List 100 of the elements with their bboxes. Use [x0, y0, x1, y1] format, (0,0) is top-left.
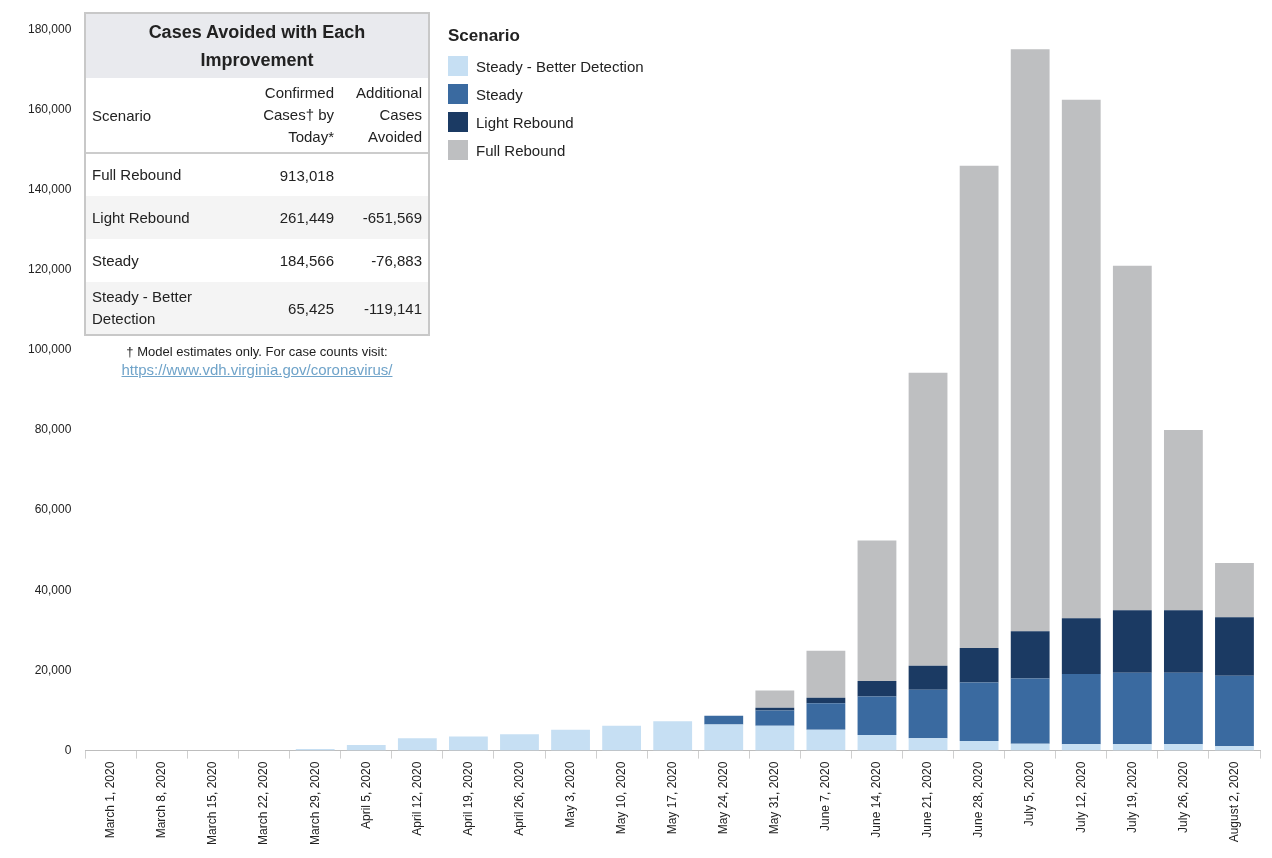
y-tick-label: 20,000: [34, 662, 72, 677]
x-tick-label: May 31, 2020: [767, 761, 782, 835]
bar: [857, 734, 897, 751]
bar: [1215, 617, 1254, 676]
annotation: Confirmed Cases† by Today*: [262, 83, 335, 147]
bar: [1215, 563, 1254, 618]
y-tick-label: 120,000: [27, 261, 72, 276]
annotation: † Model estimates only. For case counts visit:: [125, 344, 389, 359]
x-tick-label: July 26, 2020: [1175, 761, 1190, 834]
bar: [1010, 631, 1050, 679]
bar: [1112, 610, 1152, 673]
x-tick-label: May 10, 2020: [613, 761, 628, 835]
x-tick-label: May 24, 2020: [716, 761, 731, 835]
bar: [1163, 744, 1203, 751]
annotation: 65,425: [287, 298, 335, 319]
bar: [1163, 672, 1203, 745]
annotation: 261,449: [278, 208, 335, 228]
legend-label: Light Rebound: [476, 113, 574, 131]
y-tick-label: 100,000: [27, 342, 72, 357]
x-tick-label: July 5, 2020: [1022, 761, 1037, 827]
bar: [755, 690, 795, 708]
x-tick-label: May 3, 2020: [562, 761, 577, 828]
bar: [1061, 618, 1101, 675]
x-tick-label: August 2, 2020: [1226, 761, 1241, 843]
annotation: -76,883: [370, 251, 423, 271]
x-tick-label: June 7, 2020: [818, 761, 833, 832]
bar: [1061, 99, 1101, 619]
x-tick-label: April 5, 2020: [358, 761, 373, 830]
y-tick-label: 140,000: [27, 181, 72, 196]
bar: [704, 724, 744, 751]
y-tick-label: 180,000: [27, 21, 72, 36]
bar: [1061, 674, 1101, 745]
bar: [397, 738, 437, 751]
annotation: https://www.vdh.virginia.gov/coronavirus/: [120, 361, 394, 378]
legend-label: Full Rebound: [476, 141, 566, 159]
x-tick-label: June 28, 2020: [971, 761, 986, 838]
bar: [908, 689, 948, 739]
text: Scenario: [91, 105, 153, 126]
x-tick-label: March 29, 2020: [307, 761, 322, 846]
bar: [449, 736, 488, 751]
x-tick-label: March 1, 2020: [103, 761, 118, 839]
x-tick-label: April 12, 2020: [409, 761, 424, 836]
bar: [1215, 675, 1254, 747]
legend-label: Steady: [476, 85, 523, 103]
annotation: Additional Cases Avoided: [355, 83, 423, 147]
x-tick-label: July 12, 2020: [1073, 761, 1088, 834]
annotation: 184,566: [278, 251, 335, 271]
x-tick-label: April 26, 2020: [511, 761, 526, 836]
bar: [755, 707, 795, 711]
x-tick-label: June 14, 2020: [869, 761, 884, 838]
bar: [857, 696, 897, 735]
bar: [908, 738, 948, 751]
y-tick-label: 80,000: [34, 422, 72, 437]
bar: [755, 725, 795, 751]
y-tick-label: 0: [64, 742, 72, 757]
bar: [500, 734, 539, 751]
x-tick-label: July 19, 2020: [1124, 761, 1139, 834]
bar: [857, 540, 897, 681]
bar: [1010, 49, 1050, 632]
bar: [959, 165, 999, 649]
annotation: -119,141: [362, 298, 423, 319]
bar: [1112, 265, 1152, 611]
bar: [857, 680, 897, 697]
x-tick-label: May 17, 2020: [665, 761, 679, 835]
annotation: -651,569: [361, 208, 423, 228]
bar: [653, 721, 693, 751]
bar: [806, 729, 846, 751]
bar: [602, 725, 642, 751]
legend-title: Scenario: [448, 26, 521, 46]
bar: [551, 729, 590, 751]
category-label: Light Rebound: [91, 207, 191, 228]
category-label: Steady: [91, 250, 140, 271]
x-tick-label: March 22, 2020: [256, 761, 271, 846]
x-tick-label: March 8, 2020: [154, 761, 169, 839]
y-tick-label: 60,000: [34, 502, 72, 517]
bar: [1163, 610, 1203, 673]
bar: [1061, 744, 1101, 751]
category-label: Steady - Better Detection: [91, 287, 194, 329]
annotation: 913,018: [278, 165, 335, 186]
bar: [704, 715, 744, 725]
bar: [806, 703, 846, 730]
legend-label: Steady - Better Detection: [476, 57, 644, 75]
bar: [1163, 429, 1203, 611]
bar: [806, 650, 846, 698]
text: Cases Avoided with Each Improvement: [86, 14, 428, 78]
bar: [908, 665, 948, 690]
bar: [1112, 672, 1152, 745]
bar: [959, 648, 999, 683]
x-tick-label: March 15, 2020: [205, 761, 220, 846]
y-tick-label: 40,000: [34, 582, 72, 597]
x-tick-label: April 19, 2020: [460, 761, 475, 836]
x-tick-label: June 21, 2020: [920, 761, 935, 838]
bar: [1112, 744, 1152, 751]
category-label: Full Rebound: [91, 165, 183, 185]
bar: [755, 710, 795, 726]
y-tick-label: 160,000: [27, 101, 72, 116]
bar: [1215, 746, 1254, 751]
bar: [959, 682, 999, 741]
bar: [1010, 678, 1050, 744]
bar: [959, 741, 999, 751]
